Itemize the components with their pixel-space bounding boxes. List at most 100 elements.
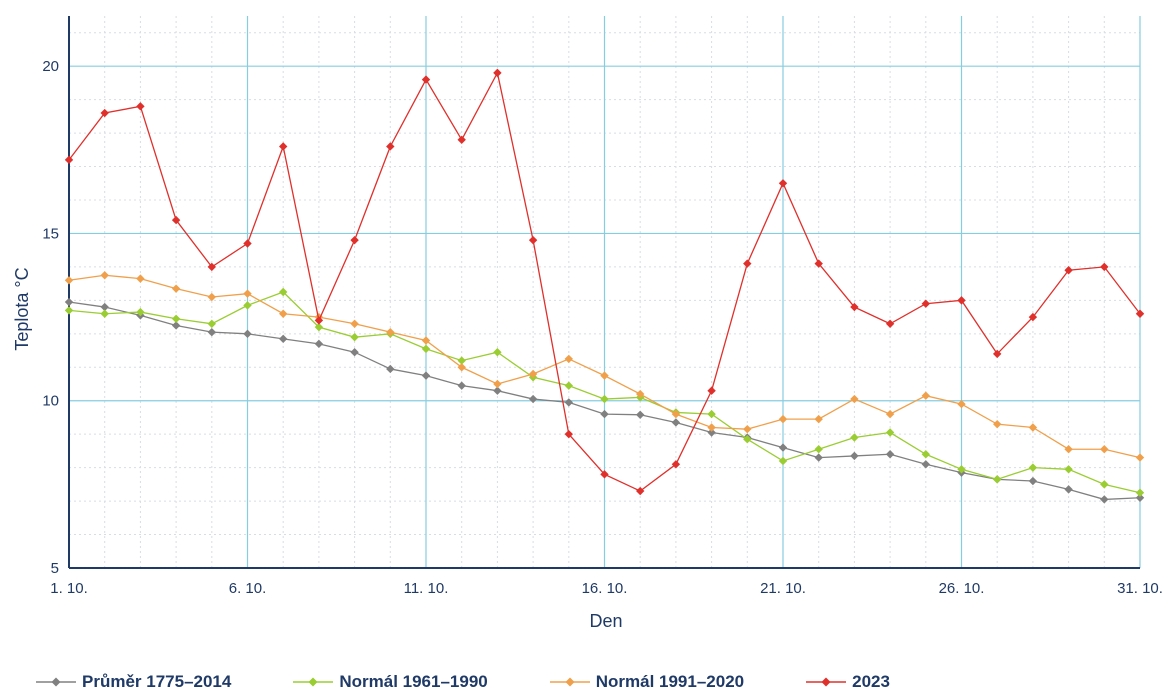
data-point [314, 316, 324, 325]
data-point [386, 364, 395, 374]
legend-swatch [36, 677, 76, 687]
legend-item: 2023 [806, 672, 890, 692]
data-point [743, 424, 752, 434]
data-point [279, 309, 288, 318]
data-point [100, 309, 109, 318]
data-point [1064, 445, 1073, 454]
data-point [243, 329, 252, 339]
data-point [100, 271, 109, 280]
data-point [279, 334, 288, 344]
data-point [136, 274, 145, 283]
data-point [993, 475, 1002, 484]
data-point [386, 142, 395, 151]
data-point [1100, 262, 1109, 272]
data-point [850, 394, 859, 404]
data-point [564, 354, 573, 364]
data-point [100, 108, 109, 118]
x-tick-label: 31. 10. [1117, 580, 1163, 597]
y-tick-label: 5 [51, 560, 59, 577]
data-point [1028, 476, 1038, 486]
data-point [814, 445, 823, 454]
y-axis-title: Teplota °C [12, 267, 32, 350]
data-point [421, 344, 431, 354]
data-point [421, 75, 431, 84]
data-point [279, 287, 288, 297]
data-point [1100, 495, 1109, 504]
legend-swatch-marker [565, 677, 575, 687]
data-point [778, 414, 788, 424]
data-point [1028, 312, 1038, 322]
data-point [671, 409, 681, 419]
data-point [600, 371, 609, 380]
data-point [885, 428, 895, 437]
y-tick-label: 20 [42, 58, 59, 75]
data-point [100, 302, 109, 312]
data-point [243, 239, 252, 248]
data-point [671, 418, 681, 427]
data-point [493, 379, 502, 389]
data-point [814, 453, 823, 462]
x-tick-label: 11. 10. [404, 580, 449, 597]
data-point [743, 259, 752, 268]
data-point [386, 327, 395, 337]
data-point [1064, 266, 1073, 275]
data-point [171, 314, 181, 323]
data-point [921, 299, 930, 308]
legend-swatch-marker [308, 677, 318, 687]
data-point [564, 429, 573, 439]
legend-item: Průměr 1775–2014 [36, 672, 231, 692]
data-point [207, 327, 216, 337]
data-point [1135, 309, 1145, 318]
data-point [957, 296, 966, 305]
data-point [64, 297, 74, 307]
data-point [564, 381, 573, 390]
legend-swatch-marker [821, 677, 831, 687]
data-point [279, 142, 288, 151]
grid [69, 16, 1141, 568]
data-point [778, 456, 788, 466]
data-point [1028, 463, 1038, 472]
x-tick-label: 21. 10. [760, 580, 806, 597]
data-point [707, 423, 716, 432]
data-point [850, 451, 859, 461]
data-point [707, 428, 716, 437]
x-tick-label: 16. 10. [582, 580, 628, 597]
data-point [528, 369, 538, 379]
data-point [636, 410, 645, 419]
legend-item: Normál 1961–1990 [293, 672, 488, 692]
legend: Průměr 1775–2014 Normál 1961–1990 Normál 1… [36, 672, 952, 692]
data-point [207, 262, 216, 272]
data-point [1028, 423, 1038, 432]
data-point [421, 336, 431, 345]
data-point [921, 450, 930, 459]
data-point [493, 386, 502, 395]
data-point [885, 450, 895, 459]
x-tick-label: 1. 10. [50, 580, 88, 597]
data-point [207, 292, 216, 302]
data-point [636, 389, 645, 399]
data-point [314, 339, 324, 349]
legend-swatch-marker [51, 677, 61, 687]
data-point [957, 399, 966, 409]
data-point [171, 321, 181, 330]
data-point [136, 307, 145, 317]
legend-swatch [549, 677, 590, 687]
data-point [171, 215, 181, 225]
legend-swatch [293, 677, 334, 687]
data-point [64, 276, 74, 285]
data-point [850, 433, 859, 442]
series-4 [64, 68, 1145, 496]
legend-label: Normál 1961–1990 [339, 672, 488, 691]
axes [68, 16, 1140, 569]
data-point [207, 319, 216, 328]
data-point [564, 398, 573, 407]
x-tick-label: 26. 10. [939, 580, 985, 597]
data-point [743, 435, 752, 444]
data-point [957, 465, 966, 474]
data-point [1135, 453, 1145, 462]
data-point [421, 371, 431, 380]
data-point [1135, 488, 1145, 497]
legend-item: Normál 1991–2020 [549, 672, 744, 692]
data-point [64, 306, 74, 315]
data-point [64, 155, 74, 165]
